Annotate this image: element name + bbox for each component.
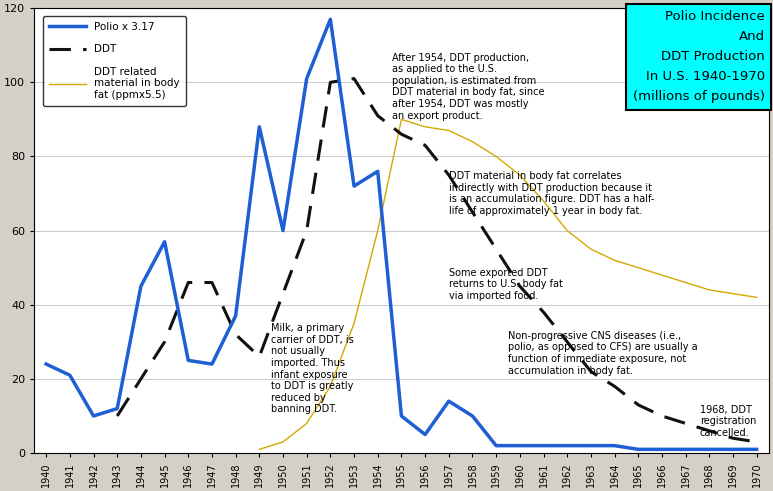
Text: Non-progressive CNS diseases (i.e.,
polio, as opposed to CFS) are usually a
func: Non-progressive CNS diseases (i.e., poli… xyxy=(508,331,697,376)
Text: 1968, DDT
registration
cancelled.: 1968, DDT registration cancelled. xyxy=(700,405,756,438)
Text: After 1954, DDT production,
as applied to the U.S.
population, is estimated from: After 1954, DDT production, as applied t… xyxy=(392,53,544,121)
Text: Milk, a primary
carrier of DDT, is
not usually
imported. Thus
infant exposure
to: Milk, a primary carrier of DDT, is not u… xyxy=(271,323,354,414)
Legend: Polio x 3.17, DDT, DDT related
material in body
fat (ppmx5.5): Polio x 3.17, DDT, DDT related material … xyxy=(43,16,186,106)
Text: DDT material in body fat correlates
indirectly with DDT production because it
is: DDT material in body fat correlates indi… xyxy=(449,171,654,216)
Text: Polio Incidence
And
DDT Production
In U.S. 1940-1970
(millions of pounds): Polio Incidence And DDT Production In U.… xyxy=(633,10,764,104)
Text: Some exported DDT
returns to U.S. body fat
via imported food.: Some exported DDT returns to U.S. body f… xyxy=(449,268,563,301)
